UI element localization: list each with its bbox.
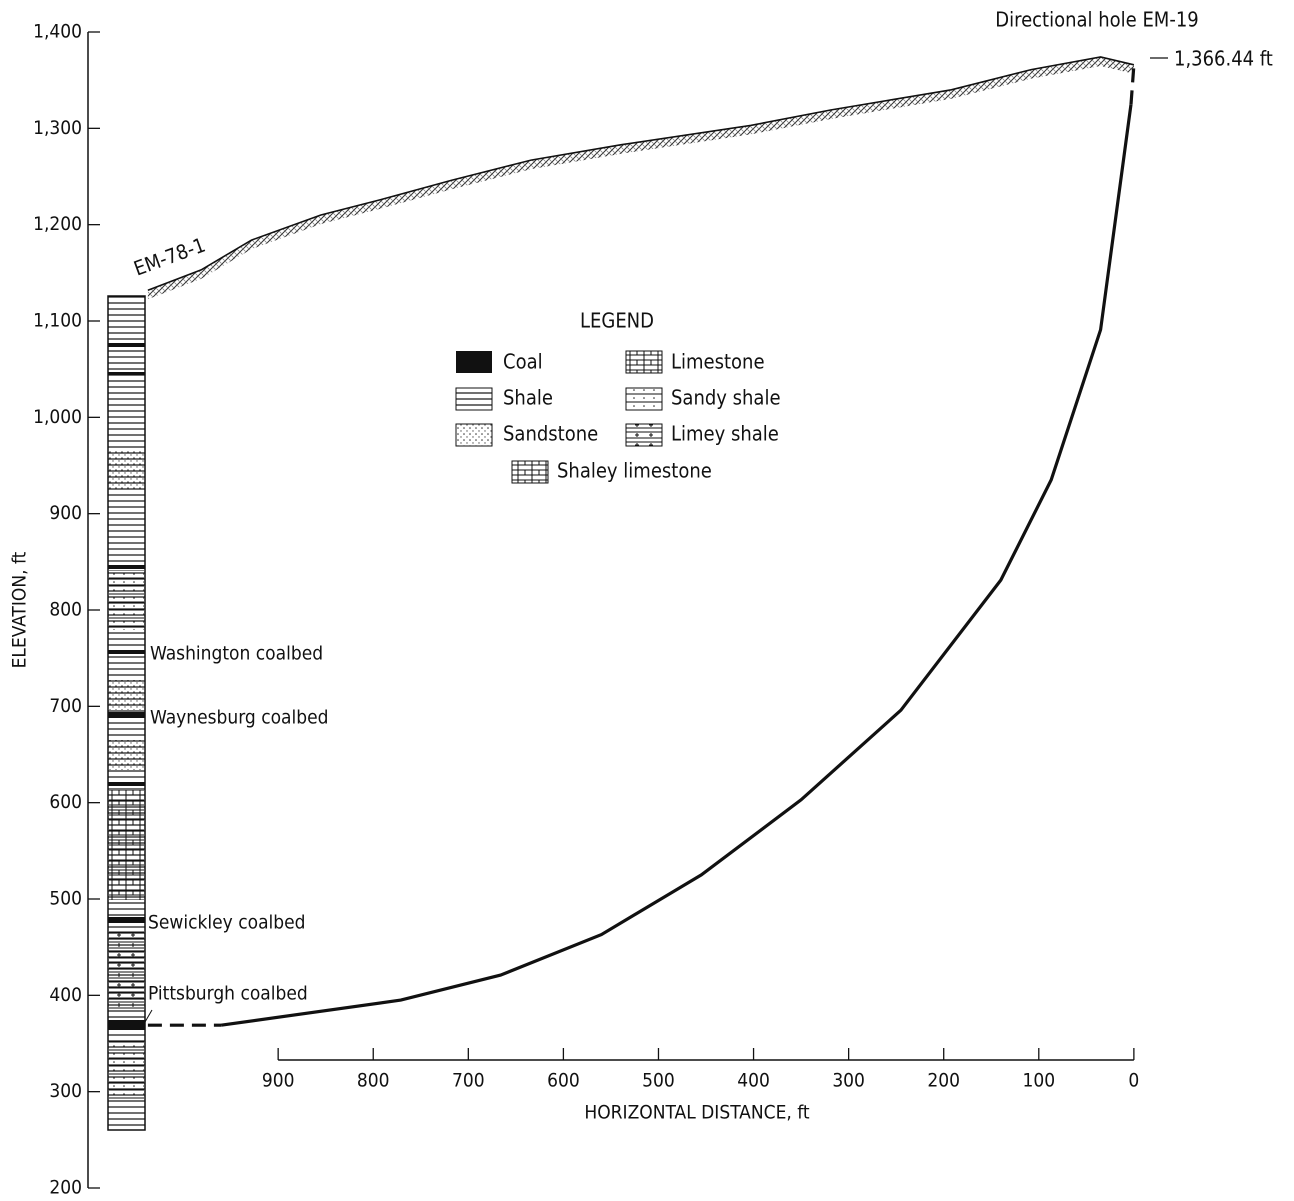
- y-tick-label: 1,300: [33, 117, 82, 139]
- surface-hatch: [147, 57, 1134, 300]
- legend-label: Shale: [503, 386, 553, 410]
- x-tick-label: 100: [1022, 1070, 1055, 1092]
- annotation: Sewickley coalbed: [148, 912, 306, 934]
- annotation: 1,366.44 ft: [1174, 47, 1273, 71]
- y-tick-label: 500: [49, 888, 82, 910]
- x-tick-label: 400: [737, 1070, 770, 1092]
- y-tick-label: 1,100: [33, 310, 82, 332]
- legend-label: Shaley limestone: [557, 459, 712, 483]
- y-tick-label: 300: [49, 1080, 82, 1102]
- legend-label: Sandy shale: [671, 386, 781, 410]
- y-tick-label: 200: [49, 1177, 82, 1199]
- x-tick-label: 700: [452, 1070, 485, 1092]
- x-tick-label: 200: [927, 1070, 960, 1092]
- legend-label: Coal: [503, 350, 543, 374]
- y-tick-label: 900: [49, 502, 82, 524]
- annotation: Washington coalbed: [150, 643, 323, 665]
- lithologic-column: [107, 295, 146, 1131]
- y-tick-label: 400: [49, 984, 82, 1006]
- legend-swatch: [625, 350, 663, 374]
- x-tick-label: 900: [262, 1070, 295, 1092]
- x-tick-label: 800: [357, 1070, 390, 1092]
- y-tick-label: 1,400: [33, 21, 82, 43]
- borehole-path: [1129, 64, 1136, 105]
- y-tick-label: 700: [49, 695, 82, 717]
- legend-swatch: [456, 351, 492, 373]
- legend-label: Limey shale: [671, 422, 779, 446]
- x-tick-label: 0: [1128, 1070, 1139, 1092]
- legend-label: Limestone: [671, 350, 765, 374]
- legend-title: LEGEND: [580, 309, 654, 333]
- annotation: Pittsburgh coalbed: [148, 983, 308, 1005]
- annotation: Waynesburg coalbed: [150, 707, 329, 729]
- y-tick-label: 600: [49, 791, 82, 813]
- leader: [144, 1009, 153, 1023]
- x-axis-title: HORIZONTAL DISTANCE, ft: [584, 1102, 810, 1124]
- x-tick-label: 300: [832, 1070, 865, 1092]
- y-tick-label: 1,000: [33, 406, 82, 428]
- legend-swatch: [455, 423, 493, 447]
- borehole-path: [220, 104, 1133, 1027]
- annotation: Directional hole EM-19: [995, 8, 1198, 32]
- legend-swatch: [625, 387, 663, 411]
- legend-swatch: [511, 460, 549, 484]
- x-tick-label: 500: [642, 1070, 675, 1092]
- legend: LEGEND Coal Shale Sandstone Limestone Sa…: [455, 309, 781, 484]
- legend-swatch: [455, 387, 493, 411]
- legend-label: Sandstone: [503, 422, 598, 446]
- y-axis-title: ELEVATION, ft: [9, 551, 31, 668]
- y-tick-label: 800: [49, 599, 82, 621]
- ground-surface: [147, 56, 1135, 291]
- y-tick-label: 1,200: [33, 213, 82, 235]
- legend-swatch: [625, 423, 663, 447]
- x-tick-label: 600: [547, 1070, 580, 1092]
